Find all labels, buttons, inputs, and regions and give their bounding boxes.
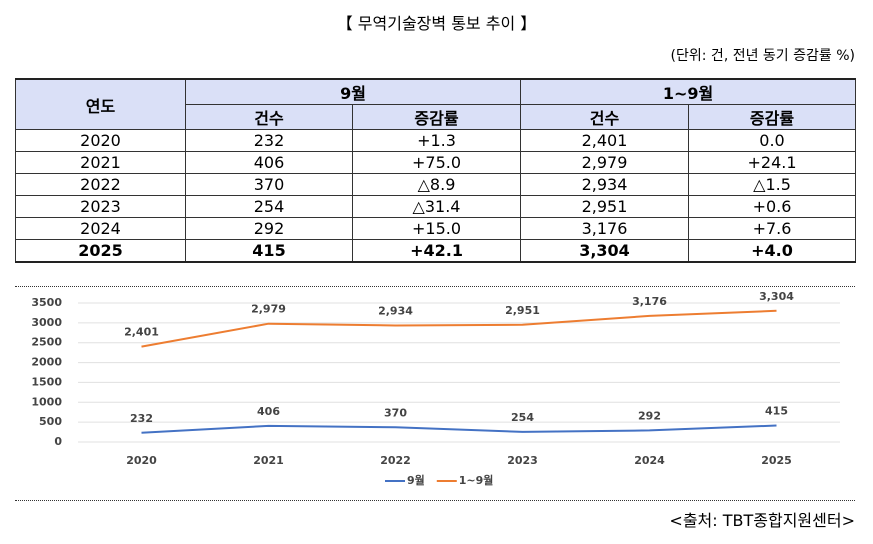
unit-note: (단위: 건, 전년 동기 증감률 %) bbox=[670, 48, 855, 64]
table-cell: 292 bbox=[185, 217, 353, 240]
table-cell: 2,979 bbox=[520, 151, 690, 174]
table-cell: +75.0 bbox=[351, 151, 522, 174]
table-cell: 2022 bbox=[15, 173, 186, 196]
table-cell: 증감률 bbox=[351, 104, 522, 130]
table-cell: 0.0 bbox=[688, 129, 857, 152]
table-cell: 건수 bbox=[520, 104, 690, 130]
y-tick-label: 0 bbox=[54, 435, 62, 448]
chart: 0 500 1000 1500 2000 2500 3000 3500 2020 2021 2022… bbox=[31, 290, 840, 487]
legend-label: 9월 bbox=[407, 473, 425, 487]
y-tick-label: 2000 bbox=[31, 356, 62, 369]
table-cell: △31.4 bbox=[351, 195, 522, 218]
x-tick-label: 2021 bbox=[253, 454, 284, 467]
table-cell: 2024 bbox=[15, 217, 186, 240]
y-tick-label: 1000 bbox=[31, 395, 62, 408]
data-label: 370 bbox=[384, 406, 407, 419]
table-cell: 415 bbox=[185, 239, 353, 263]
data-label: 2,401 bbox=[124, 326, 159, 339]
table-cell: +0.6 bbox=[688, 195, 857, 218]
table-cell: 254 bbox=[185, 195, 353, 218]
y-tick-label: 2500 bbox=[31, 336, 62, 349]
table-cell: 370 bbox=[185, 173, 353, 196]
table-cell: △8.9 bbox=[351, 173, 522, 196]
x-tick-label: 2022 bbox=[380, 454, 411, 467]
series-line bbox=[141, 309, 777, 348]
table-row: 2020 232 +1.3 2,401 0.0 bbox=[15, 129, 857, 152]
data-label: 3,304 bbox=[759, 290, 794, 303]
table-cell: +7.6 bbox=[688, 217, 857, 240]
series-line bbox=[141, 424, 777, 434]
table-row: 2022 370 △8.9 2,934 △1.5 bbox=[15, 173, 857, 196]
table-cell: 2025 bbox=[15, 239, 186, 263]
data-label: 406 bbox=[257, 405, 280, 418]
table-cell: △1.5 bbox=[688, 173, 857, 196]
table-cell: 3,176 bbox=[520, 217, 690, 240]
table-cell: 232 bbox=[185, 129, 353, 152]
table-cell: +1.3 bbox=[351, 129, 522, 152]
divider bbox=[15, 500, 855, 501]
data-label: 232 bbox=[130, 412, 153, 425]
table-cell: +4.0 bbox=[688, 239, 857, 263]
table-row: 건수 증감률 건수 증감률 bbox=[16, 104, 857, 130]
data-label: 3,176 bbox=[632, 295, 667, 308]
table-cell: 2,951 bbox=[520, 195, 690, 218]
title: 【 무역기술장벽 통보 추이 】 bbox=[336, 14, 537, 33]
table-cell: 3,304 bbox=[520, 239, 690, 263]
data-label: 2,979 bbox=[251, 303, 286, 316]
table-cell: 2023 bbox=[15, 195, 186, 218]
table-cell: 406 bbox=[185, 151, 353, 174]
table-cell: 9월 bbox=[184, 78, 522, 105]
data-label: 292 bbox=[638, 409, 661, 422]
y-tick-label: 1500 bbox=[31, 375, 62, 388]
data-label: 2,934 bbox=[378, 304, 413, 317]
legend-label: 1~9월 bbox=[459, 473, 494, 487]
table-row: 2023 254 △31.4 2,951 +0.6 bbox=[15, 195, 857, 218]
table-row: 2025 415 +42.1 3,304 +4.0 bbox=[15, 239, 857, 263]
table-cell: 2021 bbox=[15, 151, 186, 174]
x-tick-label: 2023 bbox=[507, 454, 538, 467]
data-table: 연도 9월 1~9월 건수 증감률 건수 증감률 2020 232 +1.3 2,401 0.0 202… bbox=[15, 78, 857, 263]
data-label: 2,951 bbox=[505, 304, 540, 317]
table-cell: +24.1 bbox=[688, 151, 857, 174]
table-cell: 2,934 bbox=[520, 173, 690, 196]
y-tick-label: 500 bbox=[39, 415, 62, 428]
data-label: 415 bbox=[765, 405, 788, 418]
table-row: 2024 292 +15.0 3,176 +7.6 bbox=[15, 217, 857, 240]
source: <출처: TBT종합지원센터> bbox=[669, 511, 855, 530]
table-cell: +15.0 bbox=[351, 217, 522, 240]
y-tick-label: 3000 bbox=[31, 316, 62, 329]
table-cell: 연도 bbox=[15, 78, 186, 130]
table-cell: 2020 bbox=[15, 129, 186, 152]
table-row: 연도 9월 1~9월 bbox=[15, 78, 857, 130]
table-cell: +42.1 bbox=[351, 239, 522, 263]
table-row: 2021 406 +75.0 2,979 +24.1 bbox=[15, 151, 857, 174]
table-cell: 증감률 bbox=[688, 104, 857, 130]
x-tick-label: 2024 bbox=[634, 454, 665, 467]
table-cell: 2,401 bbox=[520, 129, 690, 152]
x-tick-label: 2025 bbox=[761, 454, 792, 467]
table-cell: 건수 bbox=[185, 104, 353, 130]
data-label: 254 bbox=[511, 411, 534, 424]
divider bbox=[15, 286, 855, 287]
table-cell: 1~9월 bbox=[520, 78, 857, 105]
y-tick-label: 3500 bbox=[31, 296, 62, 309]
x-tick-label: 2020 bbox=[126, 454, 157, 467]
